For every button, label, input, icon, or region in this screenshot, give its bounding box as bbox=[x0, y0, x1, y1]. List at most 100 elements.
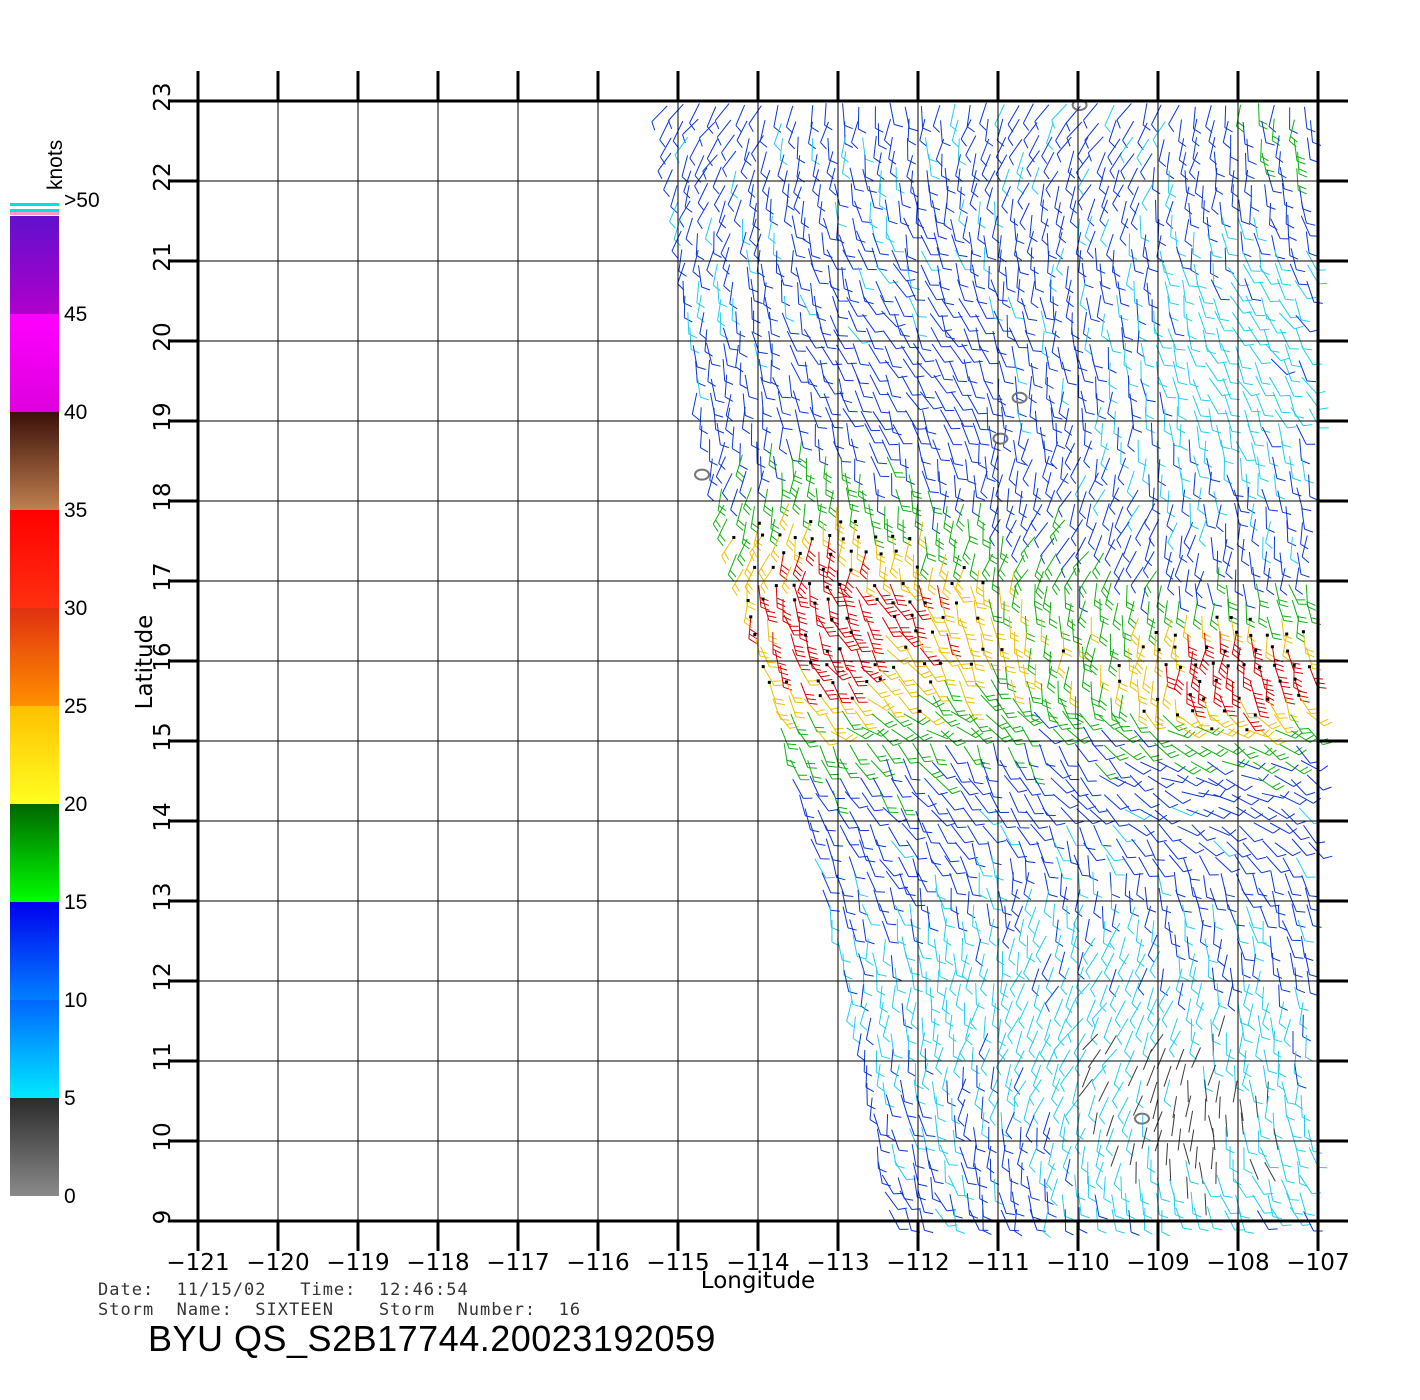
wind-barb bbox=[1124, 762, 1152, 775]
wind-barb bbox=[944, 938, 954, 966]
wind-barb bbox=[733, 199, 742, 228]
wind-barb bbox=[1194, 1146, 1198, 1169]
wind-barb bbox=[1289, 952, 1303, 978]
wind-barb bbox=[1224, 393, 1241, 418]
wind-barb bbox=[1010, 679, 1025, 705]
wind-barb bbox=[1246, 855, 1271, 874]
wind-barb bbox=[1270, 1206, 1292, 1227]
wind-barb bbox=[906, 987, 914, 1015]
rain-flag-dot bbox=[864, 550, 868, 554]
wind-barb bbox=[970, 663, 986, 689]
wind-barb bbox=[1045, 967, 1055, 995]
wind-barb bbox=[781, 312, 800, 335]
wind-barb bbox=[1051, 310, 1060, 339]
wind-barb bbox=[1177, 982, 1186, 1011]
wind-barb bbox=[1128, 1210, 1140, 1236]
rain-flag-dot bbox=[818, 694, 822, 698]
wind-barb bbox=[884, 199, 898, 225]
wind-barb bbox=[929, 743, 948, 766]
wind-barb bbox=[943, 424, 963, 446]
wind-barb bbox=[1265, 506, 1275, 533]
wind-barb bbox=[1055, 422, 1066, 450]
wind-barb bbox=[1000, 983, 1009, 1011]
wind-barb bbox=[1203, 809, 1231, 819]
wind-barb bbox=[731, 568, 744, 596]
rain-flag-dot bbox=[891, 601, 895, 605]
wind-barb bbox=[1283, 360, 1301, 383]
wind-barb bbox=[825, 838, 842, 862]
wind-barb bbox=[983, 235, 997, 261]
wind-barb bbox=[874, 106, 884, 133]
wind-barb bbox=[843, 969, 858, 995]
wind-barb bbox=[824, 825, 844, 847]
wind-barb bbox=[966, 394, 988, 415]
rain-flag-dot bbox=[1293, 677, 1297, 681]
wind-barb bbox=[1137, 122, 1148, 151]
wind-barb bbox=[839, 391, 858, 413]
wind-barb bbox=[1163, 1079, 1172, 1108]
wind-barb bbox=[1195, 1002, 1204, 1030]
wind-barb bbox=[1259, 667, 1274, 692]
wind-barb bbox=[797, 282, 808, 309]
wind-barb bbox=[962, 216, 971, 244]
wind-barb bbox=[1116, 295, 1129, 321]
wind-barb bbox=[829, 315, 848, 337]
wind-barb bbox=[1270, 218, 1290, 240]
wind-barb bbox=[1290, 407, 1313, 427]
wind-barb bbox=[1147, 934, 1158, 963]
wind-barb bbox=[926, 170, 938, 196]
wind-barb bbox=[956, 726, 984, 739]
wind-barb bbox=[1197, 487, 1206, 516]
wind-barb bbox=[1106, 1115, 1114, 1137]
wind-barb bbox=[1078, 571, 1092, 599]
wind-barb bbox=[744, 553, 755, 581]
wind-barb bbox=[1124, 969, 1134, 998]
lat-tick-label: 17 bbox=[150, 562, 176, 591]
rain-flag-dot bbox=[1191, 709, 1195, 713]
wind-barb bbox=[1295, 424, 1316, 445]
wind-barb bbox=[1116, 521, 1130, 549]
wind-barb bbox=[793, 171, 801, 199]
wind-barb bbox=[944, 329, 968, 348]
wind-barb bbox=[864, 154, 874, 182]
wind-barb bbox=[1045, 1163, 1055, 1191]
wind-barb bbox=[1142, 551, 1155, 579]
wind-barb bbox=[1187, 345, 1206, 367]
wind-barb bbox=[1229, 152, 1238, 180]
wind-barb bbox=[1186, 313, 1197, 340]
wind-barb bbox=[929, 615, 950, 636]
wind-barb bbox=[1047, 665, 1056, 694]
wind-barb bbox=[1069, 680, 1079, 708]
wind-barb bbox=[1040, 683, 1052, 710]
wind-barb bbox=[991, 983, 1000, 1011]
wind-barb bbox=[1095, 376, 1105, 403]
wind-barb bbox=[961, 921, 975, 947]
wind-barb bbox=[1131, 838, 1155, 857]
wind-barb bbox=[1254, 714, 1281, 730]
wind-barb bbox=[814, 858, 835, 879]
wind-barb bbox=[1025, 1115, 1035, 1143]
wind-barb bbox=[777, 263, 793, 287]
wind-barb bbox=[1070, 519, 1084, 547]
wind-barb bbox=[897, 506, 906, 534]
wind-barb bbox=[1279, 680, 1296, 705]
wind-barb bbox=[1113, 1062, 1122, 1091]
wind-barb bbox=[1222, 539, 1231, 567]
wind-barb bbox=[877, 729, 902, 746]
wind-barb bbox=[866, 570, 876, 598]
wind-barb bbox=[867, 631, 884, 655]
wind-barb bbox=[1278, 151, 1287, 179]
wind-barb bbox=[842, 408, 865, 428]
wind-barb bbox=[1046, 1047, 1057, 1075]
wind-barb bbox=[809, 406, 828, 429]
wind-barb bbox=[1198, 295, 1215, 320]
wind-barb bbox=[1168, 854, 1193, 873]
wind-barb bbox=[968, 713, 992, 733]
wind-barb bbox=[1290, 537, 1299, 565]
wind-barb bbox=[1139, 215, 1150, 242]
wind-barb bbox=[1267, 806, 1295, 819]
wind-barb bbox=[906, 279, 926, 301]
wind-barb bbox=[946, 696, 968, 717]
wind-barb bbox=[799, 312, 811, 338]
wind-barb bbox=[1194, 583, 1207, 609]
